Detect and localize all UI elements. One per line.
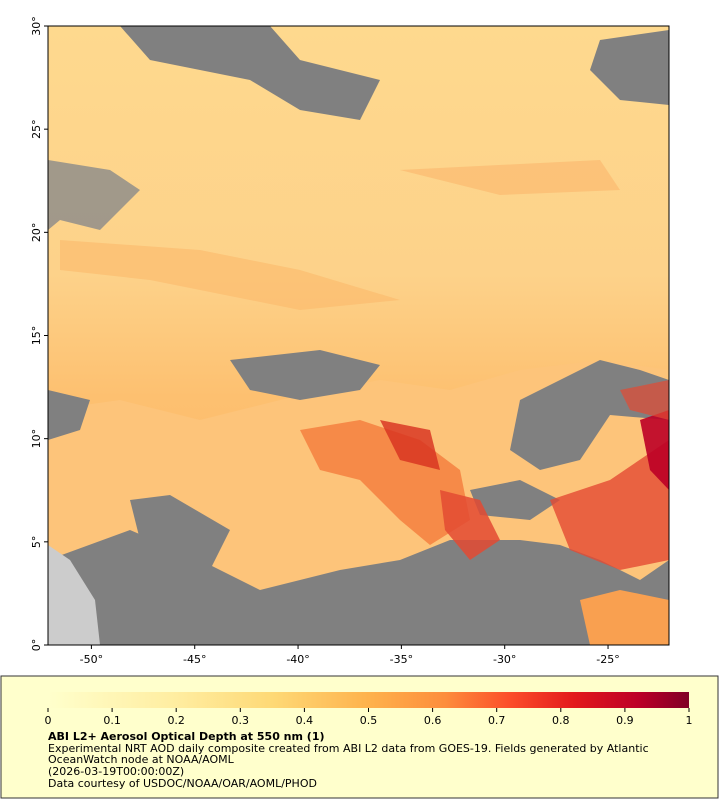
y-tick-label: 15°	[30, 326, 43, 346]
y-tick-label: 30°	[30, 16, 43, 36]
x-tick-label: -30°	[493, 653, 516, 666]
colorbar-tick-label: 0.4	[296, 714, 314, 727]
colorbar-tick-label: 0.2	[167, 714, 185, 727]
caption-line: Experimental NRT AOD daily composite cre…	[48, 742, 649, 755]
y-tick-label: 5°	[30, 536, 43, 549]
colorbar-tick-label: 0.8	[552, 714, 570, 727]
colorbar-tick-label: 0.1	[103, 714, 121, 727]
colorbar-tick-label: 0.3	[232, 714, 250, 727]
x-tick-label: -25°	[596, 653, 619, 666]
caption-line: Data courtesy of USDOC/NOAA/OAR/AOML/PHO…	[48, 777, 317, 790]
caption-line: (2026-03-19T00:00:00Z)	[48, 765, 184, 778]
colorbar-tick-label: 0.6	[424, 714, 442, 727]
y-tick-label: 0°	[30, 639, 43, 652]
x-tick-label: -40°	[286, 653, 309, 666]
x-tick-label: -35°	[390, 653, 413, 666]
y-tick-label: 20°	[30, 223, 43, 243]
map	[48, 26, 669, 645]
y-tick-label: 10°	[30, 429, 43, 449]
colorbar-tick-label: 1	[686, 714, 693, 727]
caption-title: ABI L2+ Aerosol Optical Depth at 550 nm …	[48, 730, 325, 743]
colorbar-tick-label: 0.9	[616, 714, 634, 727]
colorbar-tick-label: 0.5	[360, 714, 378, 727]
axes: -50° -45° -40° -35° -30° -25° 0° 5° 10° 15° 20° 25°…	[30, 16, 620, 666]
x-tick-label: -45°	[183, 653, 206, 666]
colorbar	[48, 692, 689, 708]
colorbar-ticks: 0 0.1 0.2 0.3 0.4 0.5 0.6 0.7 0.8 0.9 1	[45, 708, 693, 727]
caption-line: OceanWatch node at NOAA/AOML	[48, 753, 235, 766]
y-tick-label: 25°	[30, 119, 43, 139]
x-tick-label: -50°	[80, 653, 103, 666]
colorbar-tick-label: 0.7	[488, 714, 506, 727]
colorbar-tick-label: 0	[45, 714, 52, 727]
